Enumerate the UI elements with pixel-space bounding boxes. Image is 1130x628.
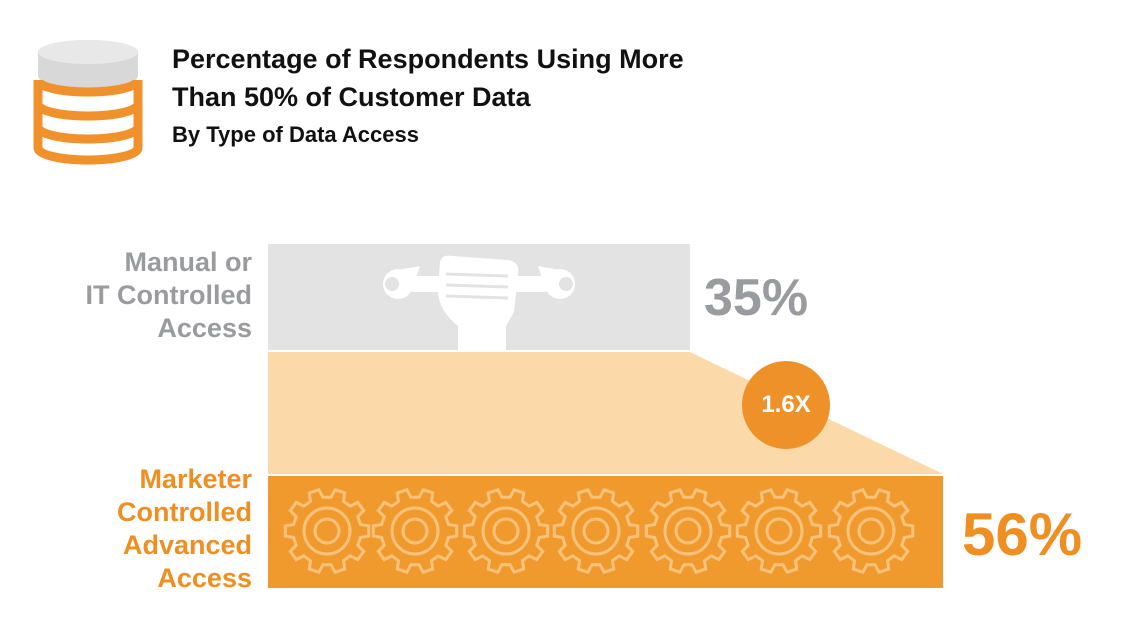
category-label-marketer: Marketer Controlled Advanced Access [117,463,252,595]
category-label-manual: Manual or IT Controlled Access [86,246,252,345]
database-icon [33,40,143,165]
gear-icon [371,487,459,575]
ratio-badge [742,361,830,449]
gear-icon [735,487,823,575]
category-label-line: Controlled [117,497,252,527]
gear-icon [283,487,371,575]
data-label-manual: 35% [704,269,809,327]
wrench-fist-icon [383,255,575,350]
category-label-line: Access [157,563,252,593]
gear-icon [462,487,550,575]
chart-title-line-1: Percentage of Respondents Using More [172,44,684,74]
ratio-badge-label: 1.6X [761,391,811,418]
category-label-line: IT Controlled [85,280,252,310]
ratio-connector [268,352,943,474]
category-label-line: Manual or [124,247,252,277]
chart-title-line-2: Than 50% of Customer Data [172,82,531,112]
gear-icon [552,487,640,575]
data-label-marketer: 56% [962,501,1083,568]
gear-icon [644,487,732,575]
chart-subtitle: By Type of Data Access [172,122,419,147]
category-label-line: Marketer [139,464,252,494]
gear-icon [827,487,915,575]
category-label-line: Access [157,313,252,343]
category-label-line: Advanced [122,530,252,560]
